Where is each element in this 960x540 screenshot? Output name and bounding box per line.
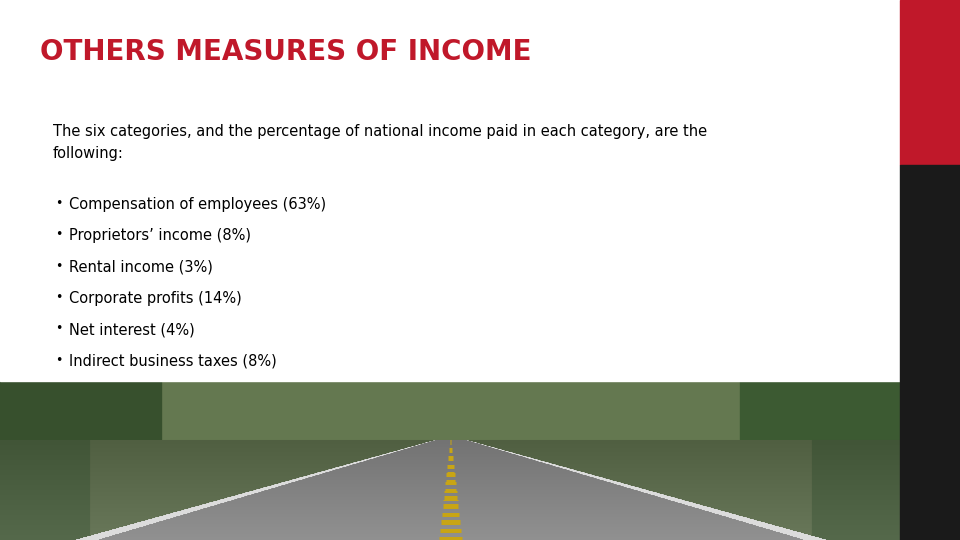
Text: •: • — [55, 354, 62, 367]
Text: •: • — [55, 260, 62, 273]
Text: Compensation of employees (63%): Compensation of employees (63%) — [69, 197, 326, 212]
Bar — [900, 165, 960, 540]
Text: Proprietors’ income (8%): Proprietors’ income (8%) — [69, 228, 252, 244]
Text: Rental income (3%): Rental income (3%) — [69, 260, 213, 275]
Bar — [900, 0, 960, 165]
Text: Net interest (4%): Net interest (4%) — [69, 322, 195, 338]
Text: •: • — [55, 322, 62, 335]
Text: Corporate profits (14%): Corporate profits (14%) — [69, 291, 242, 306]
Text: Indirect business taxes (8%): Indirect business taxes (8%) — [69, 354, 276, 369]
Text: •: • — [55, 228, 62, 241]
Text: The six categories, and the percentage of national income paid in each category,: The six categories, and the percentage o… — [53, 124, 707, 161]
Text: OTHERS MEASURES OF INCOME: OTHERS MEASURES OF INCOME — [40, 38, 532, 66]
Text: •: • — [55, 197, 62, 210]
Text: •: • — [55, 291, 62, 304]
Bar — [0, 0, 960, 381]
